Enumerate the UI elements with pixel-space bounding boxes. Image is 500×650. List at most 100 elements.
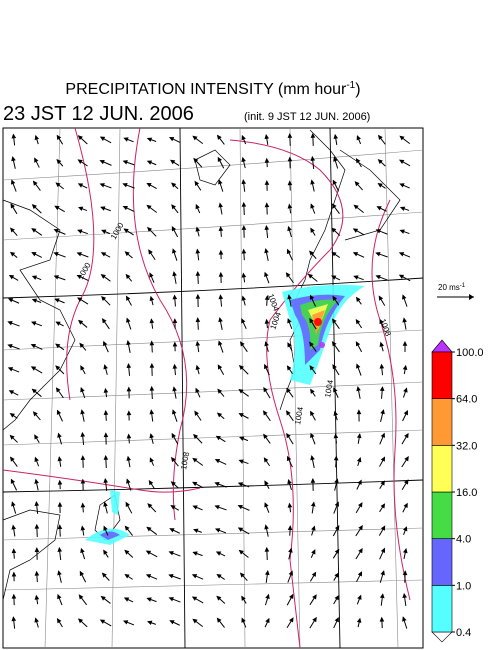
wind-arrowhead <box>288 547 293 553</box>
wind-arrowhead <box>237 482 244 487</box>
wind-arrowhead <box>398 274 405 279</box>
wind-arrowhead <box>331 203 337 209</box>
wind-arrowhead <box>195 293 201 299</box>
wind-arrowhead <box>126 478 131 484</box>
wind-arrowhead <box>287 133 293 138</box>
wind-arrowhead <box>333 410 339 416</box>
wind-arrowhead <box>307 273 313 279</box>
wind-arrowhead <box>191 596 198 601</box>
wind-arrowhead <box>57 479 63 485</box>
wind-arrowhead <box>214 481 220 487</box>
wind-arrowhead <box>331 227 337 233</box>
wind-arrowhead <box>171 432 176 439</box>
wind-arrowhead <box>404 432 409 439</box>
wind-arrowhead <box>80 409 85 415</box>
wind-arrowhead <box>375 229 381 234</box>
wind-arrowhead <box>264 133 270 140</box>
wind-arrowhead <box>402 570 408 576</box>
wind-arrowhead <box>32 411 38 417</box>
wind-arrowhead <box>76 274 82 280</box>
wind-arrowhead <box>146 160 153 165</box>
wind-arrowhead <box>9 227 15 233</box>
wind-arrowhead <box>241 295 246 301</box>
wind-arrowhead <box>100 206 106 211</box>
wind-arrowhead <box>241 595 246 601</box>
wind-arrowhead <box>8 274 15 280</box>
scale-text: 20 ms <box>438 283 460 292</box>
wind-arrowhead <box>100 274 106 279</box>
wind-arrowhead <box>375 275 381 280</box>
wind-arrowhead <box>378 295 384 301</box>
wind-arrowhead <box>377 159 383 165</box>
wind-arrowhead <box>99 136 106 141</box>
wind-arrowhead <box>262 410 268 416</box>
wind-arrowhead <box>404 479 409 485</box>
wind-arrowhead <box>56 618 62 624</box>
wind-arrowhead <box>171 182 177 188</box>
wind-arrowhead <box>10 179 16 185</box>
wind-arrowhead <box>30 344 37 349</box>
wind-arrowhead <box>192 505 198 510</box>
wind-arrowhead <box>287 455 292 462</box>
wind-arrowhead <box>403 502 408 509</box>
wind-arrowhead <box>195 226 201 232</box>
wind-arrowhead <box>287 318 292 324</box>
wind-arrowhead <box>216 412 223 418</box>
wind-arrowhead <box>195 248 201 254</box>
wind-arrowhead <box>77 297 83 302</box>
wind-arrowhead <box>191 574 198 579</box>
wind-arrowhead <box>147 620 153 626</box>
wind-arrowhead <box>376 206 382 211</box>
wind-arrowhead <box>78 594 84 600</box>
wind-arrowhead <box>11 524 17 530</box>
wind-arrowhead <box>32 180 38 186</box>
wind-arrowhead <box>375 252 381 257</box>
wind-arrowhead <box>11 616 17 622</box>
wind-arrowhead <box>172 294 178 300</box>
colorbar-box <box>431 585 453 633</box>
wind-arrowhead <box>380 432 385 438</box>
wind-arrowhead <box>265 617 270 624</box>
wind-arrowhead <box>356 617 362 623</box>
wind-vectors <box>7 132 411 629</box>
wind-arrowhead <box>241 156 246 163</box>
wind-arrowhead <box>287 225 292 232</box>
wind-arrowhead <box>172 318 178 324</box>
graticule <box>2 127 424 649</box>
colorbar-low-triangle <box>431 631 453 643</box>
wind-arrowhead <box>168 597 174 602</box>
wind-arrowhead <box>403 387 408 393</box>
wind-arrowhead <box>126 317 131 323</box>
wind-arrowhead <box>31 388 37 394</box>
wind-arrowhead <box>241 201 247 207</box>
colorbar-box <box>431 538 453 586</box>
valid-time: 23 JST 12 JUN. 2006 <box>3 103 194 125</box>
wind-arrowhead <box>264 524 269 530</box>
wind-arrowhead <box>77 135 83 141</box>
wind-arrowhead <box>217 388 223 394</box>
wind-arrowhead <box>289 593 294 600</box>
wind-arrowhead <box>55 321 61 326</box>
wind-arrowhead <box>334 594 339 601</box>
wind-arrowhead <box>310 432 315 438</box>
wind-arrowhead <box>56 159 62 165</box>
wind-arrowhead <box>122 183 128 188</box>
wind-arrowhead <box>333 455 339 461</box>
wind-arrowhead <box>80 547 85 554</box>
wind-arrowhead <box>334 548 340 555</box>
colorbar-label: 0.4 <box>456 627 471 639</box>
wind-arrowhead <box>170 481 176 487</box>
wind-arrowhead <box>149 457 154 463</box>
wind-arrowhead <box>402 592 407 599</box>
wind-arrowhead <box>331 251 337 257</box>
wind-arrowhead <box>78 319 84 325</box>
wind-arrowhead <box>31 204 37 210</box>
wind-arrowhead <box>170 505 176 510</box>
wind-arrowhead <box>218 226 224 232</box>
wind-arrowhead <box>334 524 340 531</box>
wind-arrowhead <box>126 455 131 461</box>
wind-arrowhead <box>11 156 16 162</box>
wind-arrowhead <box>358 524 363 531</box>
wind-arrowhead <box>55 343 61 349</box>
wind-arrowhead <box>218 340 223 346</box>
